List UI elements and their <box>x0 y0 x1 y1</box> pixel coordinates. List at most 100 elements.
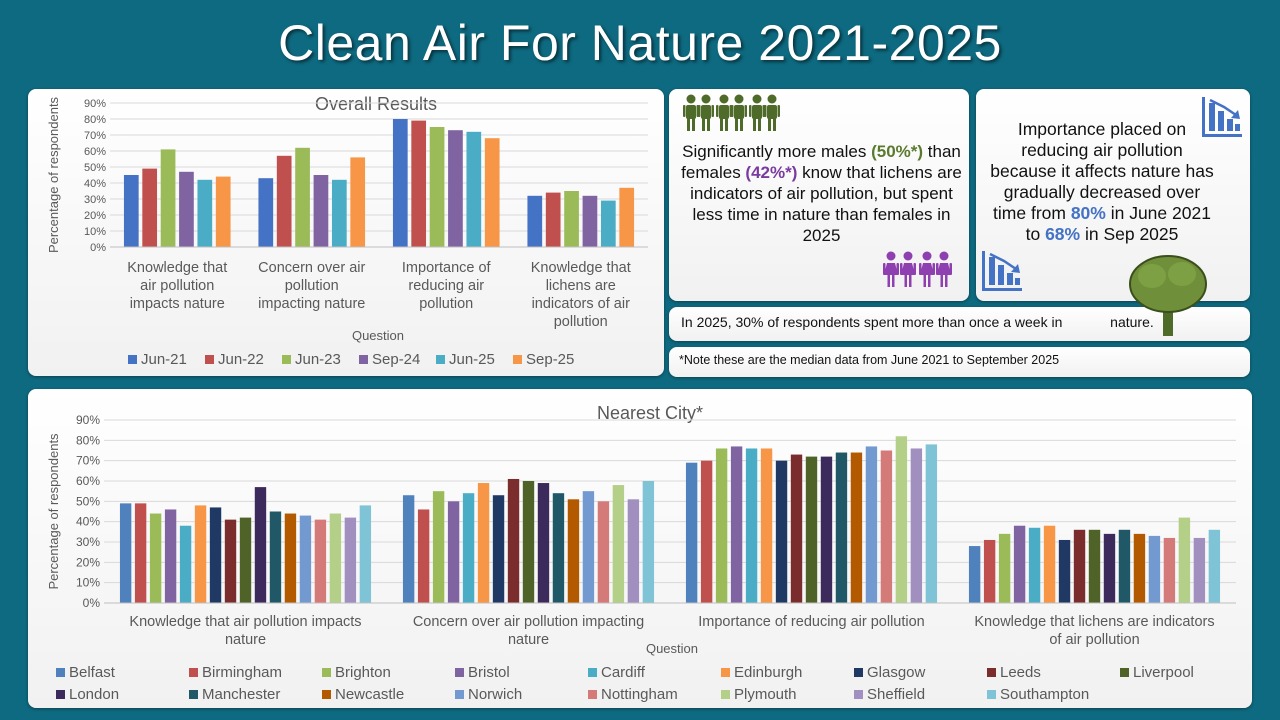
importance-card: Importance placed on reducing air pollut… <box>976 89 1250 301</box>
bar <box>567 499 580 603</box>
bar <box>276 155 292 247</box>
x-category-label: Knowledge that air pollution impacts natu… <box>129 614 361 648</box>
y-tick-label: 20% <box>84 210 106 222</box>
bar <box>134 503 147 603</box>
legend-label: Newcastle <box>335 686 404 703</box>
x-category-label: Knowledge that lichens are indicators of a… <box>531 260 631 330</box>
bar <box>910 448 923 603</box>
legend-swatch <box>205 355 214 364</box>
legend-label: London <box>69 686 119 703</box>
bar <box>329 513 342 603</box>
legend-swatch <box>854 690 863 699</box>
bar <box>507 478 520 603</box>
legend-label: Manchester <box>202 686 280 703</box>
bar <box>484 138 500 247</box>
bar <box>685 462 698 603</box>
legend-swatch <box>359 355 368 364</box>
bar <box>642 481 655 603</box>
y-tick-label: 90% <box>76 413 100 427</box>
gender-stat-text: Significantly more males (50%*) than fem… <box>679 141 964 246</box>
y-tick-label: 10% <box>76 576 100 590</box>
x-category-label: Concern over air pollution impacting natu… <box>413 614 644 648</box>
bar <box>820 456 833 603</box>
importance-2025-value: 68% <box>1045 224 1081 244</box>
bar <box>850 452 863 603</box>
legend-swatch <box>721 668 730 677</box>
legend-label: Glasgow <box>867 664 926 681</box>
bar <box>1073 529 1086 603</box>
bar <box>239 517 252 603</box>
bar <box>350 157 366 247</box>
bar <box>119 503 132 603</box>
bar <box>1133 533 1146 603</box>
legend-swatch <box>1120 668 1129 677</box>
bar <box>1043 525 1056 603</box>
gender-stat-part2: than females <box>681 142 961 182</box>
y-axis-label: Percentage of respondents <box>46 96 61 253</box>
bar <box>1208 529 1221 603</box>
bar <box>700 460 713 603</box>
importance-icons <box>982 97 1242 291</box>
x-category-label: Knowledge that lichens are indicators of … <box>974 614 1214 648</box>
legend-swatch <box>455 668 464 677</box>
legend-label: Birmingham <box>202 664 282 681</box>
bar <box>760 448 773 603</box>
bar <box>462 493 475 603</box>
importance-part1: Importance placed on reducing air pollut… <box>990 119 1214 223</box>
bar <box>417 509 430 603</box>
legend-swatch <box>721 690 730 699</box>
bar <box>160 149 176 247</box>
bar <box>619 187 635 247</box>
y-tick-label: 0% <box>83 596 101 610</box>
bar <box>983 539 996 603</box>
bar <box>344 517 357 603</box>
nearest-city-chart: Nearest City* 0% 10% 20% 30% 40% 50% 60% 70% 80% 9… <box>46 403 1236 703</box>
note-text: *Note these are the median data from Jun… <box>679 353 1060 367</box>
legend-label: Liverpool <box>1133 664 1194 681</box>
bar <box>1013 525 1026 603</box>
y-tick-label: 20% <box>76 555 100 569</box>
bar <box>805 456 818 603</box>
x-category-label: Knowledge that air pollution impacts natur… <box>127 260 227 312</box>
legend-swatch <box>322 668 331 677</box>
legend-label: Sep-25 <box>526 351 574 368</box>
bar <box>215 176 231 247</box>
y-axis-label: Percentage of respondents <box>46 433 61 590</box>
bar <box>880 450 893 603</box>
bar <box>1163 537 1176 603</box>
bar <box>1028 527 1041 603</box>
gender-icons <box>683 94 952 287</box>
bar <box>600 200 616 247</box>
bar <box>142 168 158 247</box>
legend-label: Plymouth <box>734 686 797 703</box>
y-tick-label: 80% <box>84 114 106 126</box>
bar <box>314 519 327 603</box>
x-category-label: Concern over air pollution impacting natur… <box>258 260 365 312</box>
bar <box>254 487 267 603</box>
bar <box>402 495 415 603</box>
y-tick-label: 10% <box>84 226 106 238</box>
bar <box>194 505 207 603</box>
x-axis-label: Question <box>646 641 698 656</box>
chart-title: Overall Results <box>315 94 437 114</box>
bar <box>197 179 213 247</box>
legend-swatch <box>588 668 597 677</box>
legend-swatch <box>56 668 65 677</box>
bar <box>258 178 274 247</box>
legend-label: Nottingham <box>601 686 678 703</box>
legend-swatch <box>436 355 445 364</box>
x-category-label: Importance of reducing air pollution <box>698 614 925 630</box>
y-tick-label: 80% <box>76 433 100 447</box>
bar <box>745 448 758 603</box>
y-tick-label: 70% <box>76 454 100 468</box>
weekly-part2: nature. <box>1110 314 1154 330</box>
legend-label: Leeds <box>1000 664 1041 681</box>
legend-swatch <box>322 690 331 699</box>
y-tick-label: 40% <box>76 515 100 529</box>
overall-results-chart: Overall Results 0% 10% 20% 30% 40% 50% 60% 70% 80… <box>46 94 648 368</box>
importance-part3: in Sep 2025 <box>1080 224 1179 244</box>
males-percentage: (50%*) <box>871 142 924 161</box>
legend-swatch <box>987 668 996 677</box>
gender-card: Significantly more males (50%*) than fem… <box>669 89 969 301</box>
bar <box>522 481 535 603</box>
